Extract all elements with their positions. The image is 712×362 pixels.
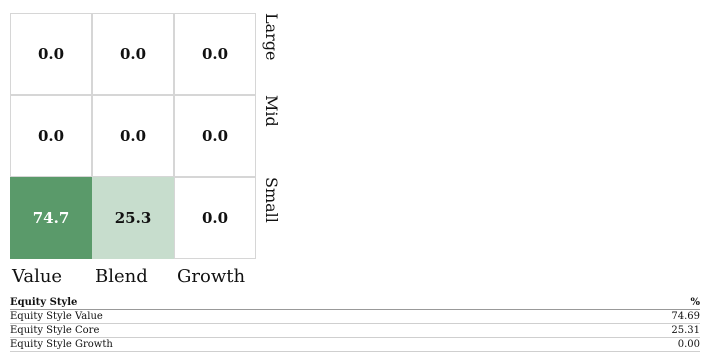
table-row: Equity Style Value 74.69 — [10, 310, 700, 324]
heatmap-cell-large-value: 0.0 — [10, 13, 92, 95]
table-row: Equity Style Growth 0.00 — [10, 338, 700, 352]
column-label-growth: Growth — [177, 266, 246, 287]
heatmap-cell-small-blend: 25.3 — [92, 177, 174, 259]
row-label-mid: Mid — [262, 95, 281, 127]
row-label-small: Small — [262, 177, 281, 223]
table-row-value: 74.69 — [671, 311, 700, 322]
heatmap-cell-mid-blend: 0.0 — [92, 95, 174, 177]
table-row-value: 0.00 — [677, 339, 700, 350]
column-label-blend: Blend — [95, 266, 148, 287]
table-row-label: Equity Style Core — [10, 325, 100, 336]
heatmap-cell-large-growth: 0.0 — [174, 13, 256, 95]
table-row: Equity Style Core 25.31 — [10, 324, 700, 338]
heatmap-cell-small-value: 74.7 — [10, 177, 92, 259]
column-label-value: Value — [12, 266, 63, 287]
heatmap-cell-mid-growth: 0.0 — [174, 95, 256, 177]
table-header-unit: % — [690, 297, 700, 308]
heatmap-cell-small-growth: 0.0 — [174, 177, 256, 259]
table-row-value: 25.31 — [671, 325, 700, 336]
table-row-label: Equity Style Growth — [10, 339, 113, 350]
heatmap-cell-large-blend: 0.0 — [92, 13, 174, 95]
row-label-large: Large — [262, 13, 281, 61]
table-header-row: Equity Style % — [10, 296, 700, 310]
style-box-grid: 0.0 0.0 0.0 0.0 0.0 0.0 74.7 25.3 0.0 — [10, 13, 256, 259]
table-row-label: Equity Style Value — [10, 311, 103, 322]
table-header-label: Equity Style — [10, 297, 78, 308]
heatmap-cell-mid-value: 0.0 — [10, 95, 92, 177]
equity-style-table: Equity Style % Equity Style Value 74.69 … — [10, 296, 700, 352]
